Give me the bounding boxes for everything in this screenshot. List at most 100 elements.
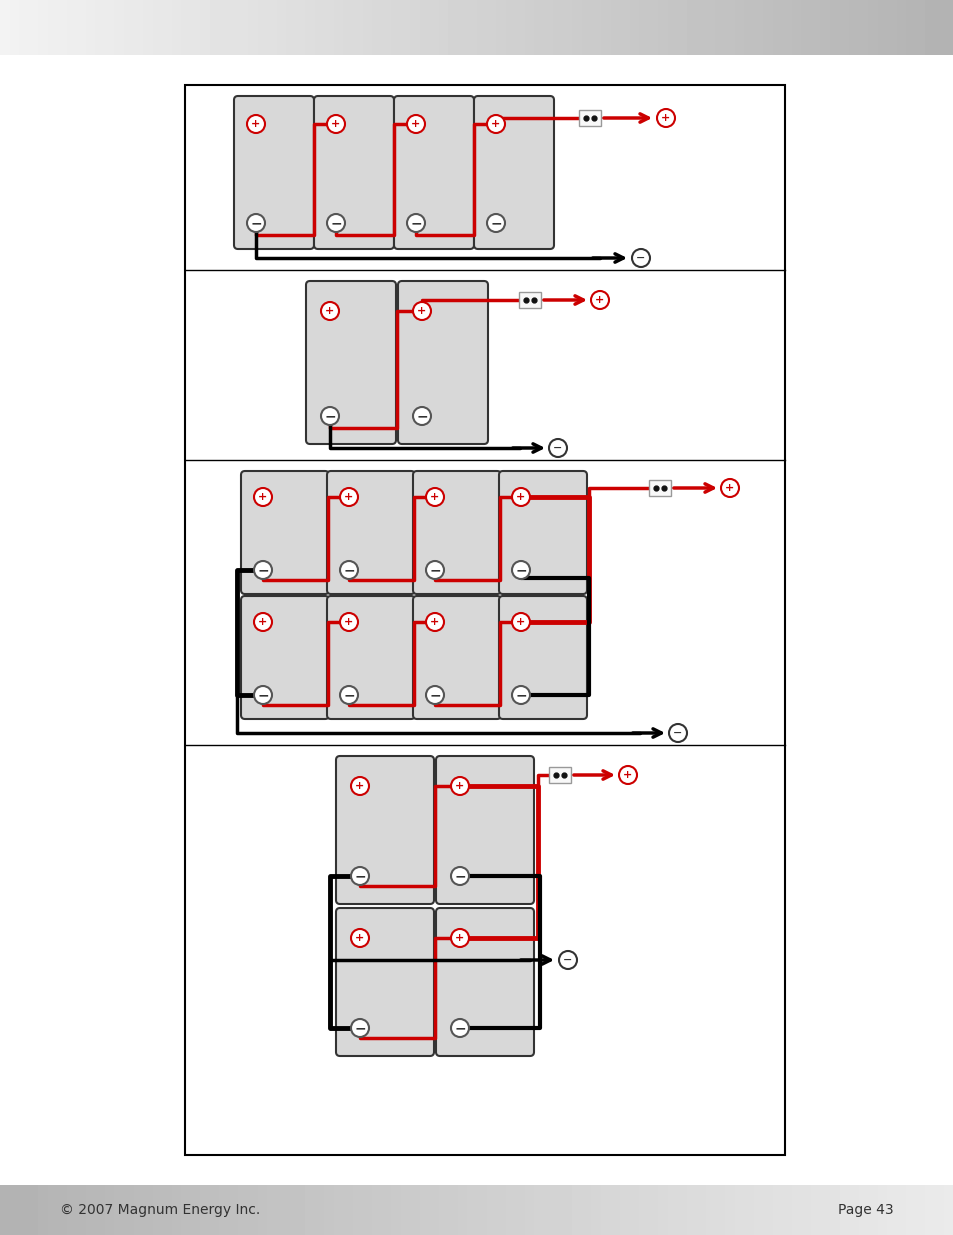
FancyBboxPatch shape bbox=[436, 756, 534, 904]
Text: +: + bbox=[258, 618, 268, 627]
Text: −: − bbox=[257, 688, 269, 701]
Text: −: − bbox=[324, 409, 335, 424]
Circle shape bbox=[631, 249, 649, 267]
Circle shape bbox=[339, 685, 357, 704]
Text: −: − bbox=[354, 1021, 365, 1035]
Circle shape bbox=[407, 214, 424, 232]
Text: +: + bbox=[622, 769, 632, 781]
Text: −: − bbox=[673, 727, 682, 739]
Circle shape bbox=[247, 115, 265, 133]
Circle shape bbox=[351, 867, 369, 885]
FancyBboxPatch shape bbox=[314, 96, 394, 249]
Circle shape bbox=[486, 214, 504, 232]
FancyBboxPatch shape bbox=[306, 282, 395, 445]
Circle shape bbox=[720, 479, 739, 496]
Text: −: − bbox=[553, 443, 562, 453]
Circle shape bbox=[486, 115, 504, 133]
Text: −: − bbox=[454, 1021, 465, 1035]
Text: −: − bbox=[343, 688, 355, 701]
Text: −: − bbox=[429, 688, 440, 701]
Circle shape bbox=[339, 561, 357, 579]
Text: +: + bbox=[355, 932, 364, 944]
FancyBboxPatch shape bbox=[327, 597, 415, 719]
Circle shape bbox=[426, 488, 443, 506]
Text: −: − bbox=[429, 563, 440, 577]
Circle shape bbox=[320, 408, 338, 425]
Circle shape bbox=[426, 613, 443, 631]
Circle shape bbox=[668, 724, 686, 742]
Circle shape bbox=[253, 685, 272, 704]
Circle shape bbox=[351, 777, 369, 795]
Text: +: + bbox=[331, 119, 340, 128]
Circle shape bbox=[407, 115, 424, 133]
Text: Page 43: Page 43 bbox=[838, 1203, 893, 1216]
Text: +: + bbox=[660, 112, 670, 124]
Circle shape bbox=[253, 561, 272, 579]
Circle shape bbox=[253, 613, 272, 631]
Text: −: − bbox=[636, 253, 645, 263]
Bar bbox=[548, 767, 571, 783]
FancyBboxPatch shape bbox=[241, 597, 329, 719]
Text: +: + bbox=[258, 492, 268, 501]
Text: +: + bbox=[411, 119, 420, 128]
Circle shape bbox=[451, 1019, 469, 1037]
Circle shape bbox=[247, 214, 265, 232]
Circle shape bbox=[657, 109, 675, 127]
Circle shape bbox=[339, 488, 357, 506]
FancyBboxPatch shape bbox=[394, 96, 474, 249]
Bar bbox=[185, 85, 784, 1155]
Circle shape bbox=[351, 1019, 369, 1037]
Circle shape bbox=[512, 561, 530, 579]
Text: +: + bbox=[430, 492, 439, 501]
Text: −: − bbox=[330, 216, 341, 230]
Text: −: − bbox=[515, 563, 526, 577]
Text: +: + bbox=[516, 618, 525, 627]
FancyBboxPatch shape bbox=[498, 597, 586, 719]
Text: +: + bbox=[516, 492, 525, 501]
Text: −: − bbox=[257, 563, 269, 577]
FancyBboxPatch shape bbox=[241, 471, 329, 594]
Circle shape bbox=[339, 613, 357, 631]
Circle shape bbox=[451, 929, 469, 947]
Bar bbox=[648, 480, 670, 496]
FancyBboxPatch shape bbox=[474, 96, 554, 249]
FancyBboxPatch shape bbox=[413, 471, 500, 594]
Circle shape bbox=[327, 115, 345, 133]
FancyBboxPatch shape bbox=[335, 908, 434, 1056]
Circle shape bbox=[451, 867, 469, 885]
Bar bbox=[518, 291, 540, 308]
FancyBboxPatch shape bbox=[335, 756, 434, 904]
FancyBboxPatch shape bbox=[397, 282, 488, 445]
FancyBboxPatch shape bbox=[498, 471, 586, 594]
Text: +: + bbox=[416, 306, 426, 316]
Text: +: + bbox=[455, 932, 464, 944]
Text: © 2007 Magnum Energy Inc.: © 2007 Magnum Energy Inc. bbox=[60, 1203, 260, 1216]
Circle shape bbox=[320, 303, 338, 320]
FancyBboxPatch shape bbox=[413, 597, 500, 719]
Circle shape bbox=[253, 488, 272, 506]
Text: +: + bbox=[355, 781, 364, 790]
Text: +: + bbox=[595, 295, 604, 305]
Circle shape bbox=[327, 214, 345, 232]
Text: +: + bbox=[251, 119, 260, 128]
Text: +: + bbox=[491, 119, 500, 128]
Text: +: + bbox=[455, 781, 464, 790]
Circle shape bbox=[548, 438, 566, 457]
Circle shape bbox=[351, 929, 369, 947]
Text: −: − bbox=[354, 869, 365, 883]
Circle shape bbox=[512, 488, 530, 506]
Circle shape bbox=[512, 685, 530, 704]
Text: +: + bbox=[344, 618, 354, 627]
Circle shape bbox=[413, 303, 431, 320]
Text: −: − bbox=[515, 688, 526, 701]
Circle shape bbox=[413, 408, 431, 425]
Text: +: + bbox=[724, 483, 734, 493]
Circle shape bbox=[426, 561, 443, 579]
Circle shape bbox=[618, 766, 637, 784]
FancyBboxPatch shape bbox=[436, 908, 534, 1056]
Text: −: − bbox=[343, 563, 355, 577]
Circle shape bbox=[558, 951, 577, 969]
Text: +: + bbox=[430, 618, 439, 627]
Text: −: − bbox=[410, 216, 421, 230]
Text: −: − bbox=[562, 955, 572, 965]
